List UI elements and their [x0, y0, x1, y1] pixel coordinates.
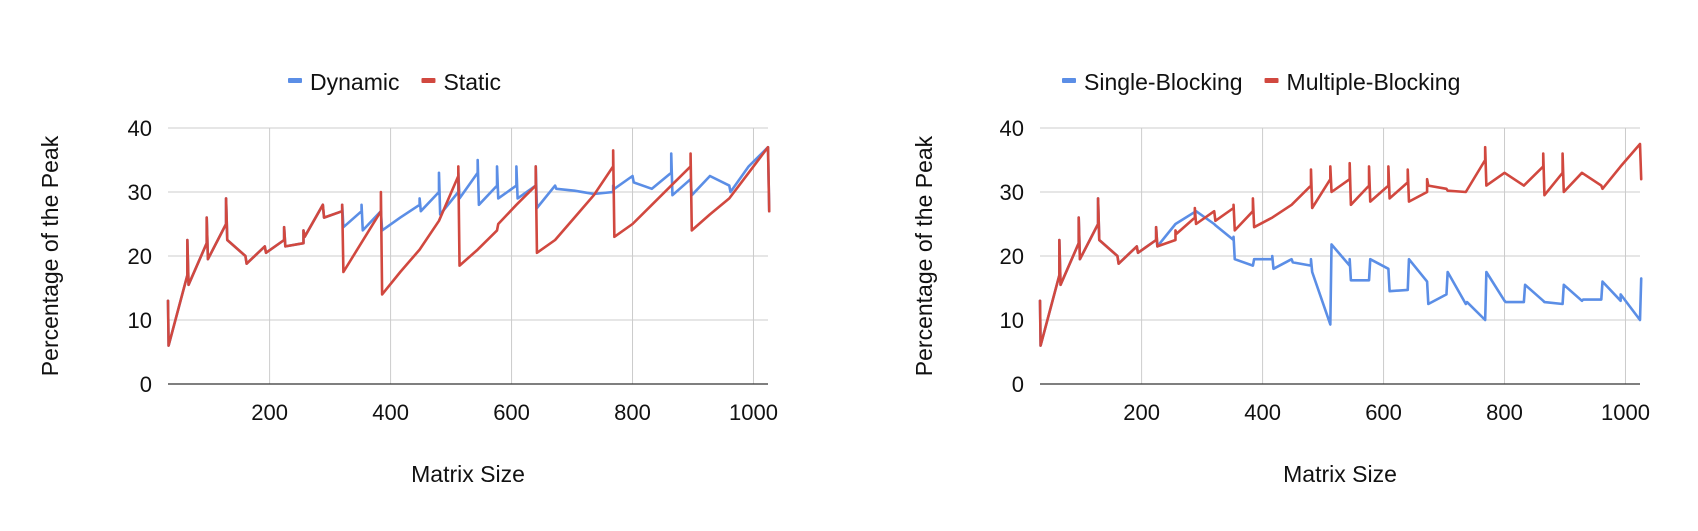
x-tick-label: 200 [1123, 400, 1160, 425]
y-tick-label: 10 [1000, 308, 1024, 333]
y-tick-label: 30 [1000, 180, 1024, 205]
x-tick-label: 800 [614, 400, 651, 425]
x-tick-label: 800 [1486, 400, 1523, 425]
x-tick-label: 600 [493, 400, 530, 425]
legend-label: Single-Blocking [1084, 69, 1243, 95]
legend-swatch [1062, 78, 1076, 83]
y-tick-label: 10 [128, 308, 152, 333]
chart-single-vs-multiple-blocking: 0 10 20 30 40 200 400 600 800 1000 Single-Blocking… [911, 69, 1650, 487]
y-tick-label: 0 [1012, 372, 1024, 397]
x-tick-label: 400 [372, 400, 409, 425]
y-tick-label: 40 [128, 116, 152, 141]
x-tick-label: 1000 [729, 400, 778, 425]
chart-dynamic-vs-static: 0 10 20 30 40 200 400 600 800 1000 Dynamic Static Ma… [37, 69, 778, 487]
legend-label: Multiple-Blocking [1287, 69, 1461, 95]
legend-swatch [1264, 78, 1279, 83]
legend-swatch [421, 78, 436, 83]
series-line-static [166, 145, 771, 347]
series-line-multiple-blocking [1038, 142, 1643, 347]
legend-swatch [288, 78, 302, 83]
legend-label: Dynamic [310, 69, 399, 95]
x-tick-label: 600 [1365, 400, 1402, 425]
y-tick-label: 40 [1000, 116, 1024, 141]
legend-label: Static [443, 69, 501, 95]
y-tick-label: 20 [128, 244, 152, 269]
x-axis-title: Matrix Size [411, 461, 525, 487]
y-axis-title: Percentage of the Peak [37, 135, 63, 376]
y-tick-label: 20 [1000, 244, 1024, 269]
series-line-single-blocking [1038, 197, 1643, 347]
x-tick-label: 1000 [1601, 400, 1650, 425]
x-tick-label: 400 [1244, 400, 1281, 425]
y-axis-title: Percentage of the Peak [911, 135, 937, 376]
x-tick-label: 200 [251, 400, 288, 425]
x-axis-title: Matrix Size [1283, 461, 1397, 487]
y-tick-label: 30 [128, 180, 152, 205]
y-tick-label: 0 [140, 372, 152, 397]
